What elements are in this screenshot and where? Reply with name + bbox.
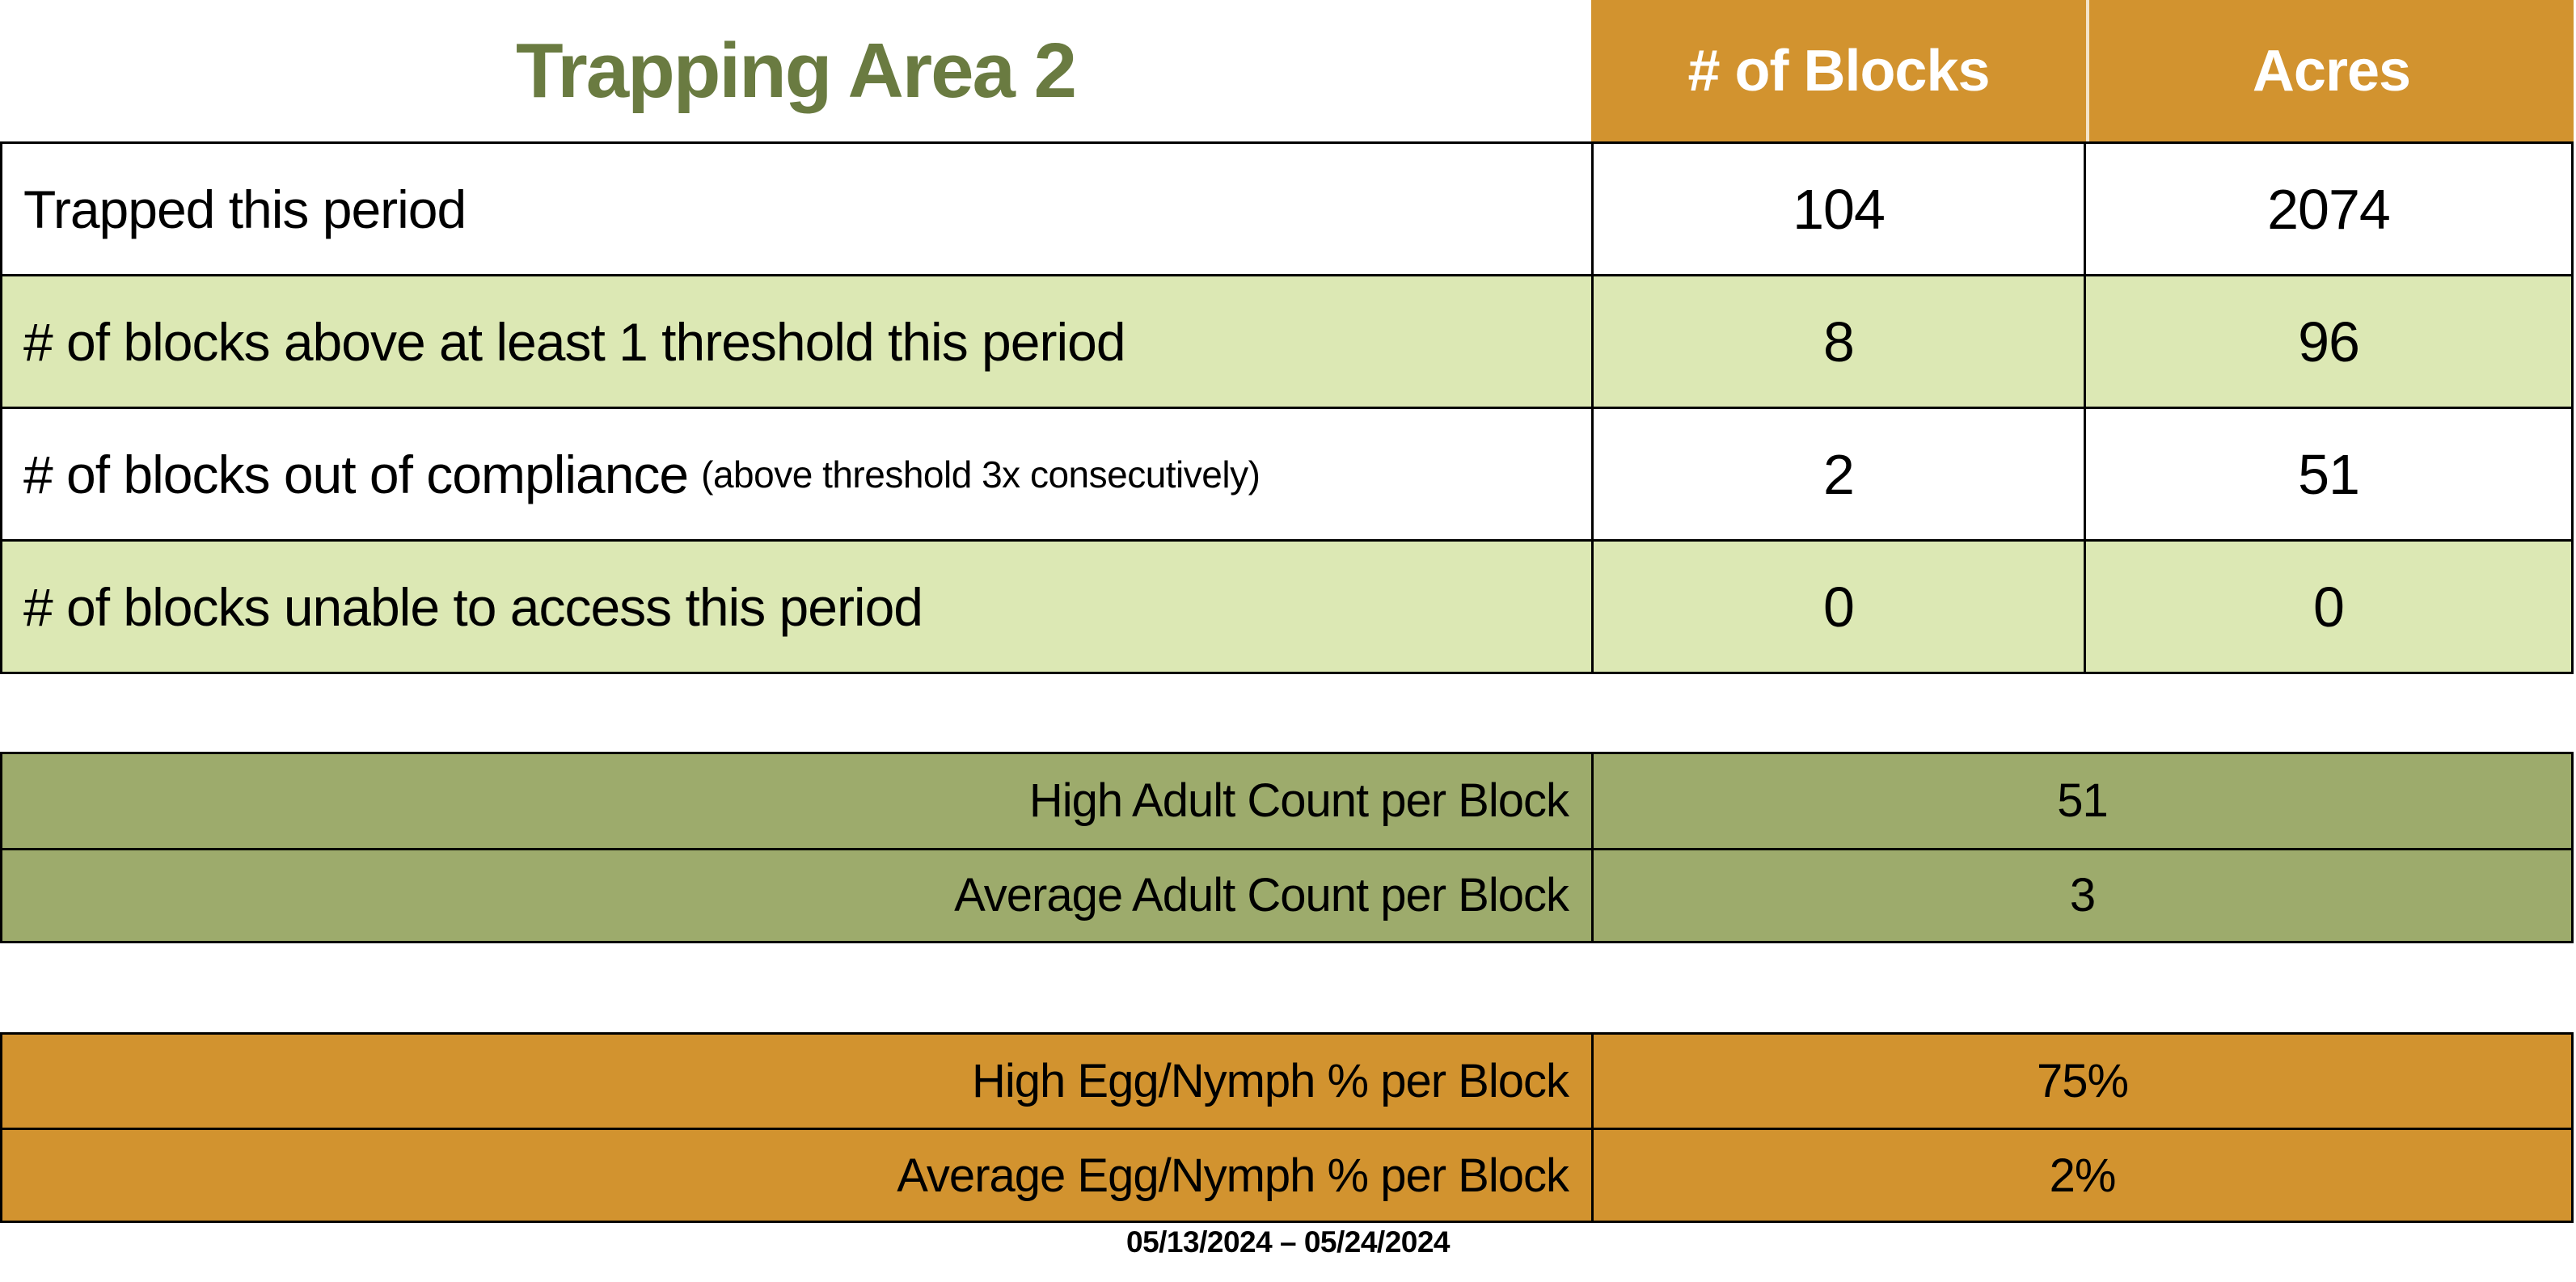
summary-table-body: Trapped this period 104 2074 # of blocks…	[0, 141, 2574, 674]
row-label: Average Adult Count per Block	[954, 869, 1569, 922]
table-row: Trapped this period 104 2074	[2, 144, 2571, 274]
row-value-blocks: 8	[1591, 276, 2084, 407]
table-row: Average Egg/Nymph % per Block 2%	[2, 1128, 2571, 1221]
table-row: # of blocks out of compliance (above thr…	[2, 407, 2571, 539]
row-label: # of blocks out of compliance (above thr…	[23, 444, 1261, 504]
column-header-blocks: # of Blocks	[1591, 0, 2086, 141]
table-row: Average Adult Count per Block 3	[2, 847, 2571, 941]
row-label: High Egg/Nymph % per Block	[972, 1055, 1569, 1107]
summary-table-header: Trapping Area 2 # of Blocks Acres	[0, 0, 2574, 141]
table-row: # of blocks above at least 1 threshold t…	[2, 274, 2571, 407]
row-label-note: (above threshold 3x consecutively)	[701, 453, 1261, 496]
row-value: 75%	[1591, 1035, 2571, 1128]
date-range: 05/13/2024 – 05/24/2024	[1126, 1225, 1451, 1259]
table-row: High Adult Count per Block 51	[2, 754, 2571, 848]
row-value-acres: 51	[2084, 409, 2571, 539]
row-value-blocks: 2	[1591, 409, 2084, 539]
page-title: Trapping Area 2	[516, 27, 1077, 114]
row-value-blocks: 104	[1591, 144, 2084, 274]
table-row: High Egg/Nymph % per Block 75%	[2, 1035, 2571, 1128]
row-label: Trapped this period	[23, 179, 467, 239]
row-value: 2%	[1591, 1130, 2571, 1221]
row-label: # of blocks above at least 1 threshold t…	[23, 311, 1126, 372]
row-value: 51	[1591, 754, 2571, 848]
row-label: Average Egg/Nymph % per Block	[897, 1149, 1569, 1202]
row-value-acres: 96	[2084, 276, 2571, 407]
row-label: # of blocks unable to access this period	[23, 576, 923, 637]
row-value-acres: 2074	[2084, 144, 2571, 274]
table-row: # of blocks unable to access this period…	[2, 539, 2571, 672]
column-header-acres: Acres	[2086, 0, 2574, 141]
summary-table: Trapping Area 2 # of Blocks Acres Trappe…	[0, 0, 2574, 674]
row-value: 3	[1591, 850, 2571, 941]
row-value-acres: 0	[2084, 542, 2571, 672]
row-label: High Adult Count per Block	[1028, 774, 1569, 828]
adult-count-table: High Adult Count per Block 51 Average Ad…	[0, 752, 2574, 943]
row-value-blocks: 0	[1591, 542, 2084, 672]
egg-nymph-table: High Egg/Nymph % per Block 75% Average E…	[0, 1032, 2574, 1223]
report-title-cell: Trapping Area 2	[0, 0, 1591, 141]
